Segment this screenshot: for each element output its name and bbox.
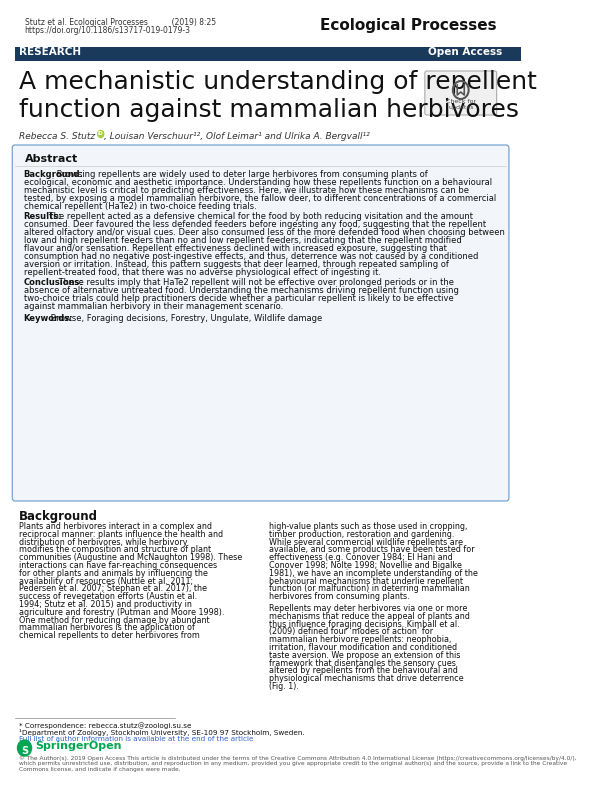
Text: While several commercial wildlife repellents are: While several commercial wildlife repell…: [269, 538, 463, 547]
Text: Check for
updates: Check for updates: [446, 99, 476, 110]
Text: tested, by exposing a model mammalian herbivore, the fallow deer, to different c: tested, by exposing a model mammalian he…: [24, 194, 496, 203]
Text: irritation, flavour modification and conditioned: irritation, flavour modification and con…: [269, 643, 457, 652]
FancyBboxPatch shape: [12, 145, 509, 501]
Circle shape: [98, 131, 104, 138]
Text: Browsing repellents are widely used to deter large herbivores from consuming pla: Browsing repellents are widely used to d…: [54, 170, 427, 179]
Text: Keywords:: Keywords:: [24, 314, 73, 323]
Circle shape: [17, 740, 32, 756]
Text: RESEARCH: RESEARCH: [19, 47, 82, 57]
FancyBboxPatch shape: [15, 47, 521, 61]
Text: 1994; Stutz et al. 2015) and productivity in: 1994; Stutz et al. 2015) and productivit…: [19, 600, 192, 609]
Text: Stutz et al. Ecological Processes          (2019) 8:25: Stutz et al. Ecological Processes (2019)…: [24, 18, 215, 27]
Text: Repellents may deter herbivores via one or more: Repellents may deter herbivores via one …: [269, 604, 467, 613]
Text: distribution of herbivores, while herbivory: distribution of herbivores, while herbiv…: [19, 538, 188, 547]
Text: interactions can have far-reaching consequences: interactions can have far-reaching conse…: [19, 561, 217, 570]
Text: Browse, Foraging decisions, Forestry, Ungulate, Wildlife damage: Browse, Foraging decisions, Forestry, Un…: [48, 314, 322, 323]
Text: * Correspondence: rebecca.stutz@zoologi.su.se: * Correspondence: rebecca.stutz@zoologi.…: [19, 722, 192, 729]
Text: The repellent acted as a defensive chemical for the food by both reducing visita: The repellent acted as a defensive chemi…: [45, 212, 472, 221]
Text: altered by repellents from the behavioural and: altered by repellents from the behaviour…: [269, 666, 458, 676]
Text: ¹Department of Zoology, Stockholm University, SE-109 97 Stockholm, Sweden.: ¹Department of Zoology, Stockholm Univer…: [19, 729, 305, 736]
Text: mechanistic level is critical to predicting effectiveness. Here, we illustrate h: mechanistic level is critical to predict…: [24, 186, 469, 195]
Text: mechanisms that reduce the appeal of plants and: mechanisms that reduce the appeal of pla…: [269, 611, 470, 621]
Text: herbivores from consuming plants.: herbivores from consuming plants.: [269, 592, 409, 601]
Text: Plants and herbivores interact in a complex and: Plants and herbivores interact in a comp…: [19, 522, 212, 531]
Text: Conclusions:: Conclusions:: [24, 278, 83, 287]
Text: SpringerOpen: SpringerOpen: [35, 741, 121, 751]
Text: mammalian herbivore repellents: neophobia,: mammalian herbivore repellents: neophobi…: [269, 635, 451, 644]
Text: function (or malfunction) in deterring mammalian: function (or malfunction) in deterring m…: [269, 585, 469, 593]
Text: © The Author(s). 2019 Open Access This article is distributed under the terms of: © The Author(s). 2019 Open Access This a…: [19, 755, 577, 772]
Text: against mammalian herbivory in their management scenario.: against mammalian herbivory in their man…: [24, 302, 283, 311]
Text: Background:: Background:: [24, 170, 84, 179]
Text: ecological, economic and aesthetic importance. Understanding how these repellent: ecological, economic and aesthetic impor…: [24, 178, 492, 187]
Text: Pedersen et al. 2007; Stephan et al. 2017), the: Pedersen et al. 2007; Stephan et al. 201…: [19, 585, 207, 593]
Text: , Louisan Verschuur¹², Olof Leimar¹ and Ulrika A. Bergvall¹²: , Louisan Verschuur¹², Olof Leimar¹ and …: [104, 132, 370, 141]
Text: These results imply that HaTe2 repellent will not be effective over prolonged pe: These results imply that HaTe2 repellent…: [57, 278, 455, 287]
Text: low and high repellent feeders than no and low repellent feeders, indicating tha: low and high repellent feeders than no a…: [24, 236, 461, 245]
Text: Conover 1998; Nolte 1998; Novellie and Bigalke: Conover 1998; Nolte 1998; Novellie and B…: [269, 561, 462, 570]
Text: mammalian herbivores is the application of: mammalian herbivores is the application …: [19, 623, 195, 632]
Text: (2009) defined four ‘modes of action’ for: (2009) defined four ‘modes of action’ fo…: [269, 627, 433, 637]
Text: two-choice trials could help practitioners decide whether a particular repellent: two-choice trials could help practitione…: [24, 294, 453, 303]
Text: behavioural mechanisms that underlie repellent: behavioural mechanisms that underlie rep…: [269, 577, 463, 585]
Text: Background: Background: [19, 510, 98, 523]
Text: for other plants and animals by influencing the: for other plants and animals by influenc…: [19, 569, 208, 577]
Text: Ecological Processes: Ecological Processes: [320, 18, 497, 33]
Text: thus influence foraging decisions. Kimball et al.: thus influence foraging decisions. Kimba…: [269, 619, 459, 629]
Text: consumed. Deer favoured the less defended feeders before ingesting any food, sug: consumed. Deer favoured the less defende…: [24, 220, 486, 229]
Text: consumption had no negative post-ingestive effects, and thus, deterrence was not: consumption had no negative post-ingesti…: [24, 252, 478, 261]
Text: 1981), we have an incomplete understanding of the: 1981), we have an incomplete understandi…: [269, 569, 478, 577]
Text: (Fig. 1).: (Fig. 1).: [269, 682, 299, 691]
Text: altered olfactory and/or visual cues. Deer also consumed less of the more defend: altered olfactory and/or visual cues. De…: [24, 228, 505, 237]
Text: flavour and/or sensation. Repellent effectiveness declined with increased exposu: flavour and/or sensation. Repellent effe…: [24, 244, 446, 253]
Text: One method for reducing damage by abundant: One method for reducing damage by abunda…: [19, 615, 210, 625]
Text: Results:: Results:: [24, 212, 62, 221]
Text: aversion or irritation. Instead, this pattern suggests that deer learned, throug: aversion or irritation. Instead, this pa…: [24, 260, 449, 269]
Text: modifies the composition and structure of plant: modifies the composition and structure o…: [19, 546, 211, 554]
Text: A mechanistic understanding of repellent
function against mammalian herbivores: A mechanistic understanding of repellent…: [19, 70, 537, 122]
Text: taste aversion. We propose an extension of this: taste aversion. We propose an extension …: [269, 651, 461, 660]
Text: timber production, restoration and gardening.: timber production, restoration and garde…: [269, 530, 455, 539]
Text: absence of alternative untreated food. Understanding the mechanisms driving repe: absence of alternative untreated food. U…: [24, 286, 459, 295]
Text: chemical repellent (HaTe2) in two-choice feeding trials.: chemical repellent (HaTe2) in two-choice…: [24, 202, 256, 211]
Text: high-value plants such as those used in cropping,: high-value plants such as those used in …: [269, 522, 467, 531]
Text: chemical repellents to deter herbivores from: chemical repellents to deter herbivores …: [19, 631, 200, 640]
Text: available, and some products have been tested for: available, and some products have been t…: [269, 546, 475, 554]
Text: Rebecca S. Stutz: Rebecca S. Stutz: [19, 132, 95, 141]
Text: agriculture and forestry (Putman and Moore 1998).: agriculture and forestry (Putman and Moo…: [19, 607, 225, 617]
Text: Abstract: Abstract: [24, 154, 78, 164]
Text: availability of resources (Nuttle et al. 2011;: availability of resources (Nuttle et al.…: [19, 577, 193, 585]
Text: success of revegetation efforts (Austin et al.: success of revegetation efforts (Austin …: [19, 592, 198, 601]
Text: iD: iD: [98, 131, 104, 136]
Text: reciprocal manner: plants influence the health and: reciprocal manner: plants influence the …: [19, 530, 223, 539]
Text: S: S: [21, 746, 28, 756]
Text: effectiveness (e.g. Conover 1984; El Hani and: effectiveness (e.g. Conover 1984; El Han…: [269, 553, 453, 562]
Text: communities (Augustine and McNaughton 1998). These: communities (Augustine and McNaughton 19…: [19, 553, 243, 562]
FancyBboxPatch shape: [425, 71, 497, 115]
Text: repellent-treated food, that there was no adverse physiological effect of ingest: repellent-treated food, that there was n…: [24, 268, 381, 277]
Text: physiological mechanisms that drive deterrence: physiological mechanisms that drive dete…: [269, 674, 464, 683]
Text: https://doi.org/10.1186/s13717-019-0179-3: https://doi.org/10.1186/s13717-019-0179-…: [24, 26, 190, 35]
Text: Full list of author information is available at the end of the article: Full list of author information is avail…: [19, 736, 254, 742]
Text: Open Access: Open Access: [428, 47, 502, 57]
Text: framework that disentangles the sensory cues: framework that disentangles the sensory …: [269, 659, 456, 668]
